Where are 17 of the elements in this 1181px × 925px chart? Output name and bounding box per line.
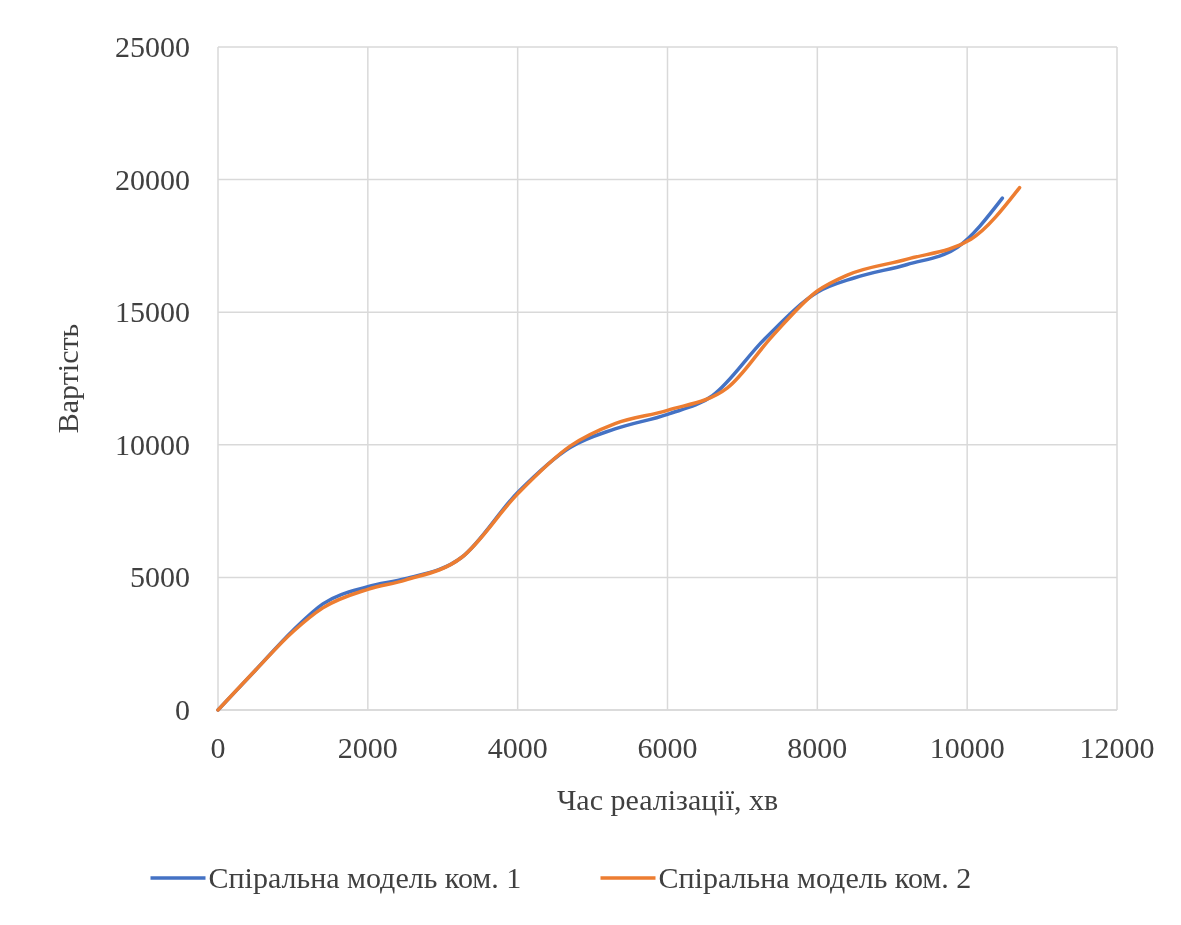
- x-tick-label: 4000: [487, 731, 548, 764]
- legend-label: Спіральна модель ком. 1: [208, 861, 522, 894]
- x-axis-title: Час реалізації, хв: [556, 783, 779, 816]
- x-tick-label: 10000: [929, 731, 1005, 764]
- y-tick-label: 20000: [115, 162, 190, 196]
- x-tick-label: 12000: [1079, 731, 1155, 764]
- legend-label: Спіральна модель ком. 2: [658, 861, 972, 894]
- y-tick-label: 15000: [115, 295, 190, 329]
- y-tick-label: 10000: [115, 427, 190, 461]
- y-tick-label: 5000: [130, 560, 190, 594]
- x-tick-label: 0: [210, 731, 226, 764]
- x-tick-label: 8000: [787, 731, 848, 764]
- y-axis-title: Вартість: [51, 323, 84, 434]
- y-tick-label: 0: [175, 693, 190, 726]
- x-tick-label: 2000: [337, 731, 398, 764]
- x-tick-label: 6000: [637, 731, 698, 764]
- y-tick-label: 25000: [115, 30, 190, 63]
